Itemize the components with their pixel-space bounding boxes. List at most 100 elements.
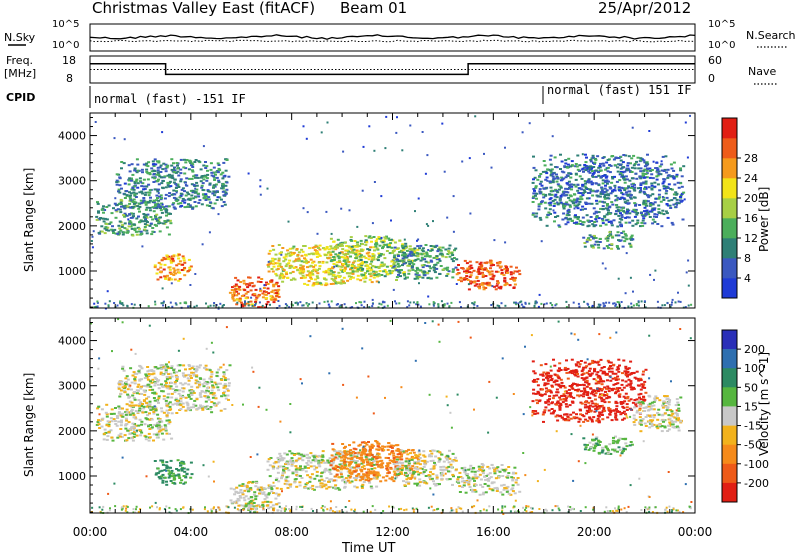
power-cell-454 (169, 185, 173, 188)
velocity-cell-911 (237, 504, 241, 507)
velocity-cell-647 (176, 402, 180, 405)
velocity-cell-1224 (353, 460, 357, 463)
velocity-cell-36 (112, 418, 116, 421)
power-cell-1478 (404, 242, 408, 245)
power-cell-2771 (572, 198, 576, 201)
power-cell-1173 (334, 275, 338, 278)
freq-label: Freq. (6, 54, 33, 67)
power-noise-cell-153 (656, 213, 659, 216)
power-ground-cell-244 (443, 303, 446, 306)
power-cell-667 (223, 193, 227, 196)
power-cell-1095 (286, 249, 290, 252)
velocity-cell-1304 (322, 479, 326, 482)
power-cell-1919 (517, 269, 521, 272)
power-cell-1874 (475, 277, 479, 279)
velocity-cell-805 (252, 493, 256, 496)
velocity-cell-366 (142, 405, 146, 408)
power-cell-2785 (575, 200, 579, 203)
power-cell-87 (111, 229, 115, 232)
power-cell-950 (291, 270, 295, 273)
velocity-cell-1061 (345, 480, 349, 483)
power-cell-423 (147, 194, 151, 197)
power-ground-cell-229 (107, 304, 110, 307)
velocity-cell-649 (141, 403, 144, 405)
power-ground-cell-94 (243, 303, 246, 306)
velocity-cell-310 (187, 383, 191, 386)
power-ground-cell-73 (254, 302, 257, 305)
velocity-cell-1256 (328, 468, 332, 471)
power-cell-1163 (316, 269, 319, 272)
velocity-cell-129 (138, 418, 142, 421)
power-cell-268 (143, 193, 147, 196)
power-cell-1233 (282, 269, 286, 272)
power-cell-917 (272, 285, 276, 288)
velocity-cell-569 (166, 365, 170, 368)
velocity-cell-917 (248, 504, 252, 506)
velocity-cell-408 (190, 389, 194, 391)
power-cell-2303 (629, 162, 632, 165)
velocity-cell-894 (272, 507, 276, 510)
velocity-cell-161 (117, 405, 121, 408)
power-cell-740 (181, 255, 185, 258)
velocity-cell-1385 (353, 452, 357, 455)
velocity-cell-1349 (334, 456, 338, 459)
velocity-cell-44 (152, 439, 155, 442)
velocity-cell-1064 (298, 481, 302, 484)
power-cell-904 (262, 287, 266, 289)
velocity-cell-901 (245, 484, 249, 487)
velocity-cell-627 (130, 381, 134, 384)
velocity-cell-774 (168, 475, 172, 478)
power-cell-1560 (371, 265, 375, 267)
power-noise-cell-97 (161, 203, 164, 206)
velocity-cell-356 (208, 408, 212, 411)
velocity-cell-329 (176, 389, 180, 392)
power-cell-903 (231, 296, 235, 299)
velocity-cell-419 (215, 383, 219, 386)
power-cell-2294 (576, 218, 580, 220)
power-ground-cell-253 (690, 303, 693, 306)
power-cell-863 (233, 289, 237, 292)
power-cell-2891 (568, 185, 572, 188)
power-cell-690 (132, 205, 136, 208)
power-cell-2305 (592, 207, 596, 210)
power-cell-1302 (351, 272, 355, 275)
power-cell-475 (212, 166, 216, 169)
velocity-cell-787 (180, 468, 184, 471)
velocity-cell-572 (140, 367, 144, 370)
power-cell-2378 (639, 157, 643, 160)
power-cell-727 (172, 267, 176, 270)
power-cell-2896 (630, 177, 634, 180)
power-cell-2663 (603, 191, 606, 193)
power-cell-1944 (475, 275, 479, 278)
power-cell-1172 (303, 282, 307, 285)
power-cell-2010 (675, 201, 679, 204)
velocity-cell-710 (133, 378, 137, 381)
power-cell-754 (183, 266, 186, 269)
power-cell-166 (145, 229, 149, 232)
power-cell-2042 (648, 176, 652, 179)
power-cell-1491 (372, 254, 376, 257)
power-noise-cell-51 (175, 184, 178, 187)
velocity-cell-614 (149, 380, 152, 383)
power-cell-2435 (591, 172, 595, 175)
power-noise-cell-18 (392, 288, 395, 291)
velocity-cell-987 (368, 458, 372, 461)
power-cell-1850 (478, 265, 482, 268)
velocity-cell-514 (199, 377, 203, 380)
power-ground-cell-140 (528, 302, 531, 305)
power-cell-2985 (614, 234, 618, 237)
power-noise-cell-64 (401, 149, 404, 152)
velocity-cell-1395 (344, 453, 348, 456)
power-cell-949 (368, 278, 372, 281)
power-cell-2695 (591, 189, 595, 192)
power-cell-160 (115, 204, 119, 206)
power-ground-cell-15 (363, 300, 366, 303)
velocity-cell-937 (369, 485, 373, 488)
power-cell-1410 (391, 251, 395, 254)
power-cell-1638 (435, 276, 439, 279)
power-cell-1444 (340, 265, 344, 268)
velocity-cell-1408 (396, 453, 400, 456)
velocity-cell-1046 (302, 453, 306, 456)
power-cell-2813 (588, 167, 592, 170)
velocity-cell-281 (190, 385, 194, 388)
